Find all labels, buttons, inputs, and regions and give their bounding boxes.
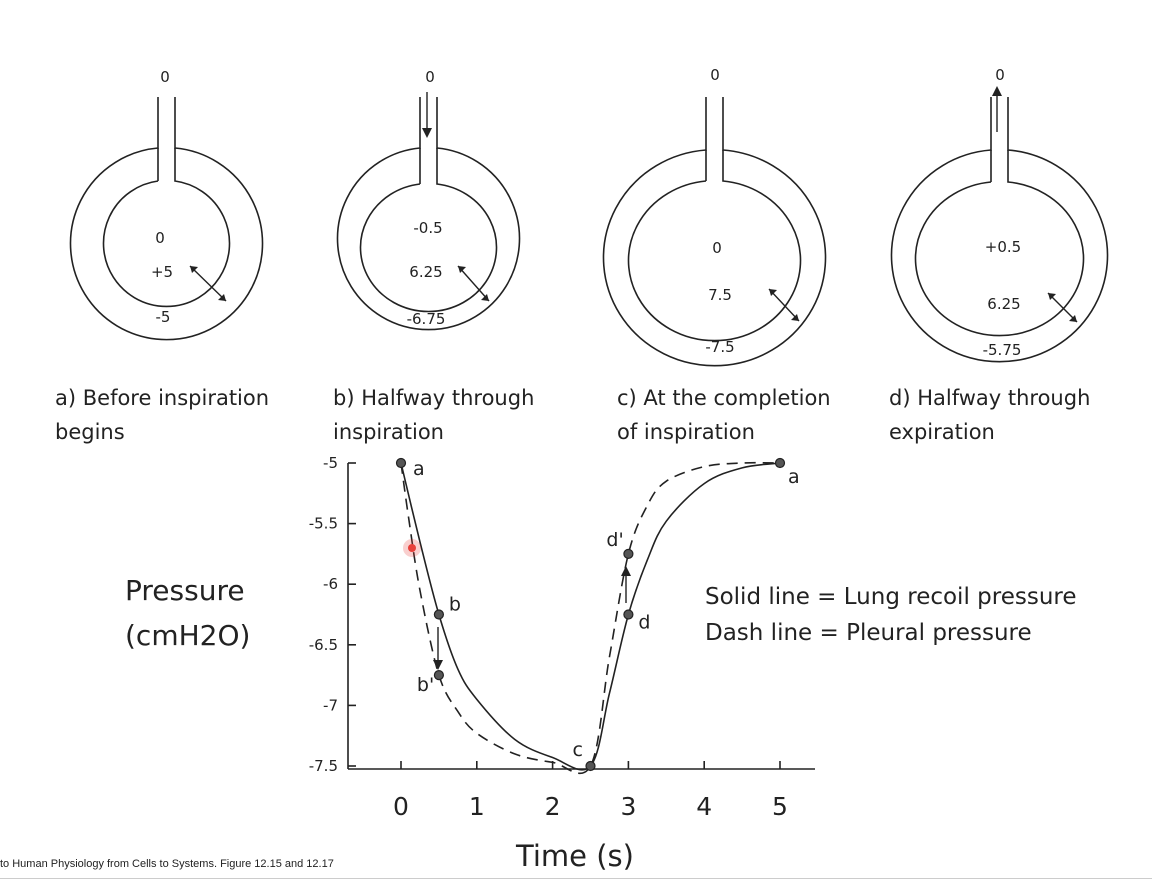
point-label: b' xyxy=(417,674,434,696)
lung-d-wall-arrowheads xyxy=(1048,293,1077,322)
point-label: c xyxy=(573,739,583,761)
lung-b-recoil-pressure: 6.25 xyxy=(409,263,442,281)
lung-b-outer xyxy=(336,97,521,331)
lung-a-recoil-pressure: +5 xyxy=(151,263,173,281)
pleural-pressure-curve xyxy=(400,461,781,774)
lung-a-outer xyxy=(69,97,264,341)
pressure-time-chart: -5 -5.5 -6 -6.5 -7 -7.5 0 1 2 3 4 5 a b b' c d d' a Pres… xyxy=(125,454,1077,873)
lung-b-wall-arrow xyxy=(457,265,490,302)
lung-d-alveolar-pressure: +0.5 xyxy=(985,238,1021,256)
y-tick-label: -7.5 xyxy=(309,757,338,775)
x-axis-label: Time (s) xyxy=(515,839,634,873)
y-tick-label: -5 xyxy=(323,454,338,472)
lung-d-inner xyxy=(914,150,1085,337)
point-marker xyxy=(623,548,634,560)
caption-c-line2: of inspiration xyxy=(617,420,755,444)
lung-diagram-d: 0 +0.5 6.25 -5.75 xyxy=(890,66,1109,363)
footer-divider xyxy=(0,878,1152,879)
caption-a-line2: begins xyxy=(55,420,125,444)
series-group xyxy=(400,461,781,774)
lung-c-alveolar-pressure: 0 xyxy=(712,239,722,257)
lung-c-outer xyxy=(602,97,827,367)
lung-diagram-b: 0 -0.5 6.25 -6.75 xyxy=(336,68,521,331)
lung-d-top-pressure: 0 xyxy=(995,66,1005,84)
lung-a-inner xyxy=(102,148,231,308)
point-label: a xyxy=(788,466,800,488)
lung-a-alveolar-pressure: 0 xyxy=(155,229,165,247)
x-tick-label: 4 xyxy=(696,792,712,821)
x-axis-ticks: 0 1 2 3 4 5 xyxy=(393,761,788,821)
lung-b-wall-arrowheads xyxy=(458,266,489,301)
legend-dash-line: Dash line = Pleural pressure xyxy=(705,620,1032,646)
point-marker xyxy=(433,669,444,681)
point-label: a xyxy=(413,458,425,480)
lung-c-recoil-pressure: 7.5 xyxy=(708,286,732,304)
lung-b-top-pressure: 0 xyxy=(425,68,435,86)
lung-c-inner xyxy=(627,150,802,342)
point-marker xyxy=(585,760,596,772)
lung-d-pleural-pressure: -5.75 xyxy=(983,341,1022,359)
point-marker xyxy=(774,457,786,469)
point-group: a b b' c d d' a xyxy=(395,457,800,772)
lung-d-outer xyxy=(890,97,1109,363)
lung-a-pleural-pressure: -5 xyxy=(156,308,171,326)
b-to-bprime-arrowhead xyxy=(433,660,443,670)
x-tick-label: 5 xyxy=(772,792,788,821)
lung-recoil-pressure-curve xyxy=(400,462,781,771)
lung-c-wall-arrow xyxy=(768,288,800,322)
y-tick-label: -6.5 xyxy=(309,636,338,654)
y-axis-label-line2: (cmH2O) xyxy=(125,619,250,652)
x-tick-label: 1 xyxy=(469,792,485,821)
lung-d-wall-arrow xyxy=(1047,292,1078,323)
y-tick-label: -6 xyxy=(323,575,338,593)
d-to-dprime-arrowhead xyxy=(621,566,631,576)
point-label: d' xyxy=(606,529,623,551)
caption-d-line1: d) Halfway through xyxy=(889,386,1090,410)
lung-a-top-pressure: 0 xyxy=(160,68,170,86)
lung-b-airflow-arrowhead xyxy=(422,128,432,138)
x-tick-label: 3 xyxy=(620,792,636,821)
lung-c-wall-arrowheads xyxy=(769,289,799,321)
lung-c-pleural-pressure: -7.5 xyxy=(705,338,734,356)
lung-b-pleural-pressure: -6.75 xyxy=(407,310,446,328)
lung-d-recoil-pressure: 6.25 xyxy=(987,295,1020,313)
caption-b-line2: inspiration xyxy=(333,420,444,444)
cursor-marker xyxy=(408,544,416,552)
x-tick-label: 0 xyxy=(393,792,409,821)
y-axis-ticks: -5 -5.5 -6 -6.5 -7 -7.5 xyxy=(309,454,356,775)
caption-c-line1: c) At the completion xyxy=(617,386,831,410)
lung-c-top-pressure: 0 xyxy=(710,66,720,84)
lung-a-wall-arrowheads xyxy=(190,266,226,301)
lung-diagram-a: 0 0 +5 -5 xyxy=(69,68,264,341)
caption-d-line2: expiration xyxy=(889,420,995,444)
legend-solid-line: Solid line = Lung recoil pressure xyxy=(705,584,1077,610)
x-tick-label: 2 xyxy=(545,792,561,821)
y-tick-label: -7 xyxy=(323,696,338,714)
y-axis-label-line1: Pressure xyxy=(125,574,245,607)
caption-b-line1: b) Halfway through xyxy=(333,386,534,410)
point-marker xyxy=(395,457,407,469)
point-marker xyxy=(623,609,634,620)
lung-b-inner xyxy=(359,148,498,313)
point-marker xyxy=(433,609,444,620)
point-label: b xyxy=(449,594,461,616)
lung-b-alveolar-pressure: -0.5 xyxy=(413,219,442,237)
source-citation: to Human Physiology from Cells to System… xyxy=(0,858,334,870)
point-label: d xyxy=(638,612,650,634)
lung-a-wall-arrow xyxy=(189,265,227,302)
caption-a-line1: a) Before inspiration xyxy=(55,386,269,410)
y-tick-label: -5.5 xyxy=(309,515,338,533)
lung-d-airflow-arrowhead xyxy=(992,86,1002,96)
lung-diagram-c: 0 0 7.5 -7.5 xyxy=(602,66,827,367)
